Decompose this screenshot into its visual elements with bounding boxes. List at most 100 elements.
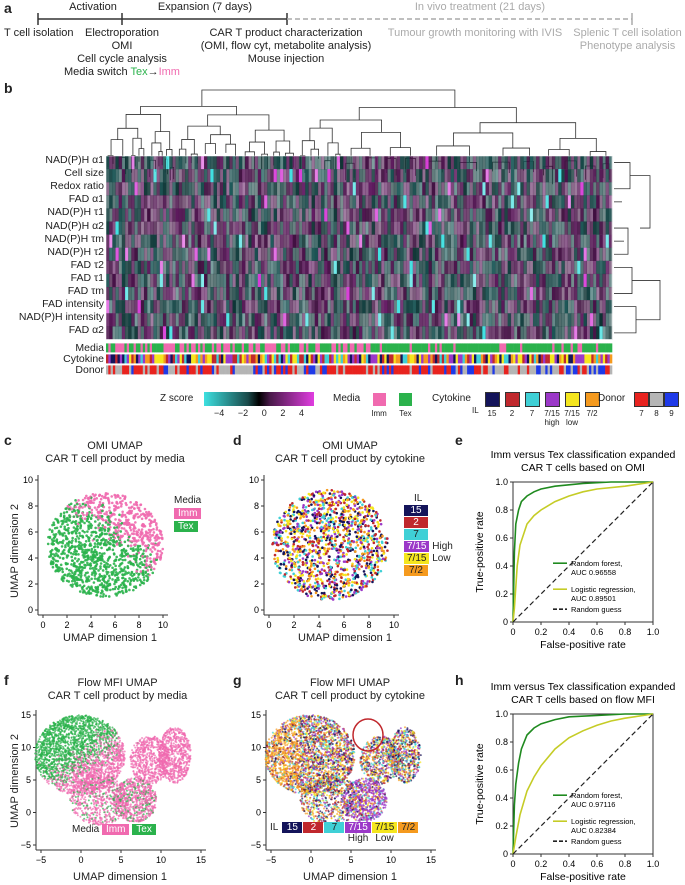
y-tick-label: 8 — [254, 501, 259, 511]
x-tick-label: 10 — [389, 620, 399, 630]
roc-series-line — [512, 713, 653, 855]
roc-series-line — [512, 713, 654, 855]
umap-f-title: Flow MFI UMAP CAR T cell product by media — [47, 677, 188, 702]
panel-label-a: a — [4, 0, 12, 16]
roc-y-tick: 0.6 — [495, 765, 508, 775]
heatmap-row-label: NAD(P)H α1 — [45, 154, 104, 166]
roc-legend-auc: AUC 0.89501 — [571, 594, 616, 603]
umap-g-legend-item: 7/15 High — [345, 822, 371, 844]
umap-f-legend: Media Imm Tex — [72, 824, 156, 835]
roc-x-tick: 0.6 — [591, 627, 604, 637]
umap-c-ylabel: UMAP dimension 2 — [9, 504, 21, 598]
umap-f-axes: −5 0 5 10 15 −5 0 5 10 15 — [21, 710, 206, 865]
x-tick-label: 0 — [40, 620, 45, 630]
y-tick-label: 10 — [251, 743, 261, 753]
umap-d-legend-item: 15 — [404, 505, 453, 516]
roc-x-tick: 0 — [510, 627, 515, 637]
heatmap-row-label: Redox ratio — [50, 180, 104, 193]
umap-g-points — [264, 714, 422, 826]
cytokine-legend-title: Cytokine — [432, 393, 471, 404]
heatmap-cells — [105, 155, 613, 340]
roc-y-tick: 0.8 — [495, 737, 508, 747]
x-tick-label: 10 — [156, 855, 166, 865]
heatmap-row-label: FAD τm — [67, 285, 104, 297]
roc-ylabel: True-positive rate — [474, 743, 486, 824]
x-tick-label: 15 — [426, 855, 436, 865]
roc-series-line — [512, 481, 653, 623]
roc-xlabel: False-positive rate — [540, 871, 626, 883]
zscore-colorbar — [204, 392, 314, 406]
umap-g-legend-item: 7/2 — [398, 822, 419, 833]
umap-c-title: OMI UMAP CAR T cell product by media — [45, 440, 185, 465]
roc-legend-name: Random forest, — [571, 559, 622, 568]
roc-title-line1: Imm versus Tex classification expanded — [491, 681, 676, 693]
umap-c-points — [46, 491, 165, 598]
cytokine-legend-item: 7/2 — [582, 391, 602, 427]
cytokine-legend-item: 7/15 low — [562, 391, 582, 427]
roc-y-tick: 0 — [503, 849, 508, 859]
annotation-bars — [106, 343, 613, 375]
heatmap-row-label: Cell size — [64, 167, 104, 180]
timeline-tumour: Tumour growth monitoring with IVIS — [387, 27, 563, 39]
zscore-tick: 4 — [298, 408, 304, 418]
roc-legend-auc: AUC 0.82384 — [571, 826, 616, 835]
zscore-title: Z score — [160, 393, 194, 404]
roc-frame — [512, 713, 654, 855]
roc-ylabel: True-positive rate — [474, 511, 486, 592]
heatmap — [105, 89, 661, 375]
umap-g-legend-title: IL — [270, 822, 279, 833]
umap-g-plot: −5 0 5 10 15 −5 0 5 10 15 — [251, 710, 436, 865]
timeline-activation: Activation — [69, 1, 117, 13]
donor-legend-title: Donor — [598, 393, 626, 404]
zscore-tick: −4 — [214, 408, 225, 418]
umap-g-legend: IL 15 2 7 7/15 High 7/15 Low 7/2 — [270, 822, 419, 844]
umap-c-legend-imm: Imm — [174, 508, 202, 519]
umap-c-legend-tex: Tex — [174, 521, 198, 532]
umap-c-axes: 0 2 4 6 8 10 0 2 4 6 8 10 — [23, 475, 168, 630]
donor-legend-item: 8 — [649, 391, 664, 418]
roc-y-tick: 0.6 — [495, 533, 508, 543]
x-tick-label: 4 — [316, 620, 321, 630]
zscore-ticks: −4 −2 0 2 4 — [204, 408, 314, 418]
donor-legend-item: 7 — [634, 391, 649, 418]
roc-x-tick: 0.8 — [619, 859, 632, 869]
umap-d-axes: 0 2 4 6 8 10 0 2 4 6 8 10 — [249, 475, 399, 630]
heatmap-row-label: NAD(P)H α2 — [45, 219, 104, 232]
y-tick-label: 4 — [254, 553, 259, 563]
y-tick-label: 6 — [254, 527, 259, 537]
roc-x-tick: 0.6 — [591, 859, 604, 869]
media-legend: Imm Tex — [368, 391, 416, 421]
roc-x-tick: 0.4 — [563, 859, 576, 869]
x-tick-label: 6 — [112, 620, 117, 630]
heatmap-row-labels: NAD(P)H α1 Cell size Redox ratio FAD α1 NAD(… — [0, 154, 104, 384]
y-tick-label: 0 — [28, 605, 33, 615]
umap-d-points — [271, 488, 389, 601]
x-tick-label: 0 — [308, 855, 313, 865]
umap-f-xlabel: UMAP dimension 1 — [73, 871, 167, 883]
roc-y-tick: 0.8 — [495, 505, 508, 515]
umap-g-legend-item: 7 — [324, 822, 345, 833]
cytokine-legend-item: 7/15 high — [542, 391, 562, 427]
panel-label-e: e — [455, 432, 463, 448]
x-tick-label: 8 — [366, 620, 371, 630]
roc-x-tick: 1.0 — [647, 859, 660, 869]
roc-frame — [512, 481, 654, 623]
heatmap-row-label: FAD τ1 — [70, 271, 104, 284]
heatmap-row-label: NAD(P)H τm — [44, 232, 104, 245]
row-dendrogram — [614, 162, 661, 334]
timeline-invivo: In vivo treatment (21 days) — [414, 1, 546, 13]
cytokine-legend-item: 7 — [522, 391, 542, 427]
roc-legend-name: Logistic regression, — [571, 585, 636, 594]
umap-d-legend-item: 7 — [404, 529, 453, 540]
timeline-step-2: Electroporation OMI Cell cycle analysis … — [64, 27, 180, 78]
roc-x-tick: 0 — [510, 859, 515, 869]
timeline-axis — [37, 13, 633, 25]
heatmap-row-label: FAD α2 — [68, 324, 104, 337]
umap-d-title: OMI UMAP CAR T cell product by cytokine — [275, 440, 425, 465]
panel-label-h: h — [455, 672, 464, 688]
roc-y-tick: 1.0 — [495, 477, 508, 487]
umap-g-legend-item: 7/15 Low — [371, 822, 398, 844]
donor-legend-item: 9 — [664, 391, 679, 418]
panel-label-c: c — [4, 432, 12, 448]
